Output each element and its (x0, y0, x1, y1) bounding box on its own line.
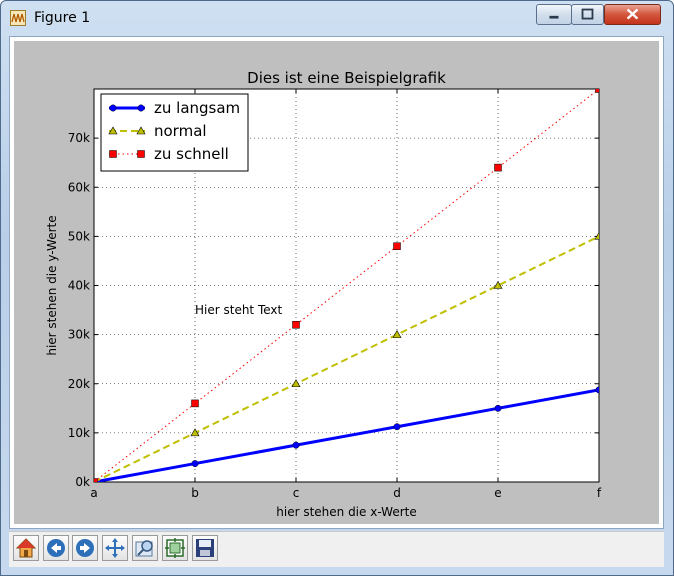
zoom-icon (135, 540, 153, 557)
y-tick-label: 30k (68, 328, 90, 342)
title-bar[interactable]: Figure 1 (1, 1, 673, 35)
close-button[interactable] (604, 4, 661, 25)
minimize-button[interactable] (536, 4, 572, 25)
close-icon (626, 8, 639, 20)
y-tick-label: 50k (68, 229, 90, 243)
data-point-triangle (291, 379, 301, 388)
series-line-circle (94, 388, 599, 482)
series-line-triangle (94, 235, 599, 482)
pan-button[interactable] (102, 535, 128, 561)
x-tick-label: b (191, 486, 199, 500)
legend-label: zu schnell (154, 145, 229, 163)
data-point-square (494, 163, 502, 172)
legend-marker-circle (109, 104, 117, 112)
maximize-button[interactable] (571, 4, 604, 25)
home-button[interactable] (13, 535, 39, 561)
y-tick-label: 10k (68, 426, 90, 440)
data-point-square (191, 399, 199, 408)
y-tick-label: 60k (68, 180, 90, 194)
matplotlib-app-icon (10, 10, 26, 26)
y-tick-label: 70k (68, 131, 90, 145)
data-point-square (94, 478, 98, 482)
y-axis-label: hier stehen die y-Werte (45, 215, 59, 355)
chart: a b c d e f 0k 10k 20k 30k 40k 50k 60k 70k Dies ist ei… (45, 69, 602, 519)
data-point-square (393, 242, 401, 250)
x-tick-label: a (90, 486, 97, 500)
maximize-icon (581, 8, 594, 20)
data-point-triangle (594, 231, 599, 240)
data-point-triangle (493, 280, 503, 289)
x-tick-label: e (494, 486, 501, 500)
x-tick-label: d (393, 486, 401, 500)
subplots-button[interactable] (162, 535, 188, 561)
data-point-triangle (190, 428, 200, 437)
data-point-circle (494, 404, 502, 412)
legend-label: normal (154, 122, 207, 140)
legend-label: zu langsam (154, 99, 240, 117)
back-icon (47, 539, 65, 557)
y-tick-label: 20k (68, 377, 90, 391)
x-tick-label: f (597, 486, 602, 500)
subplots-icon (165, 538, 185, 558)
legend-marker-square (137, 150, 145, 158)
data-point-square (292, 321, 300, 329)
data-point-circle (393, 423, 401, 431)
data-point-triangle (392, 330, 402, 338)
legend-marker-triangle (108, 126, 118, 135)
figure-canvas[interactable]: a b c d e f 0k 10k 20k 30k 40k 50k 60k 70k Dies ist ei… (9, 36, 664, 529)
save-icon (196, 539, 214, 557)
minimize-icon (549, 15, 559, 19)
y-tick-label: 0k (75, 475, 90, 489)
forward-button[interactable] (72, 535, 98, 561)
legend-marker-triangle (136, 126, 146, 135)
data-point-square (595, 89, 599, 93)
legend-marker-square (109, 150, 117, 158)
forward-icon (76, 539, 94, 557)
plot-series-group (94, 89, 599, 482)
chart-title: Dies ist eine Beispielgrafik (247, 69, 446, 87)
data-point-circle (595, 386, 599, 394)
data-point-circle (292, 441, 300, 449)
back-button[interactable] (43, 535, 69, 561)
series-line-square (94, 89, 599, 482)
legend-marker-circle (137, 104, 145, 112)
pan-icon (105, 538, 125, 558)
chart-annotation: Hier steht Text (195, 303, 283, 317)
home-icon (15, 538, 37, 558)
save-button[interactable] (192, 535, 218, 561)
zoom-button[interactable] (132, 535, 158, 561)
y-tick-label: 40k (68, 279, 90, 293)
window-title: Figure 1 (34, 10, 91, 26)
x-axis-label: hier stehen die x-Werte (276, 505, 416, 519)
figure-background: a b c d e f 0k 10k 20k 30k 40k 50k 60k 70k Dies ist ei… (14, 41, 659, 524)
navigation-toolbar (9, 531, 664, 567)
data-point-circle (191, 460, 199, 468)
x-tick-label: c (293, 486, 300, 500)
